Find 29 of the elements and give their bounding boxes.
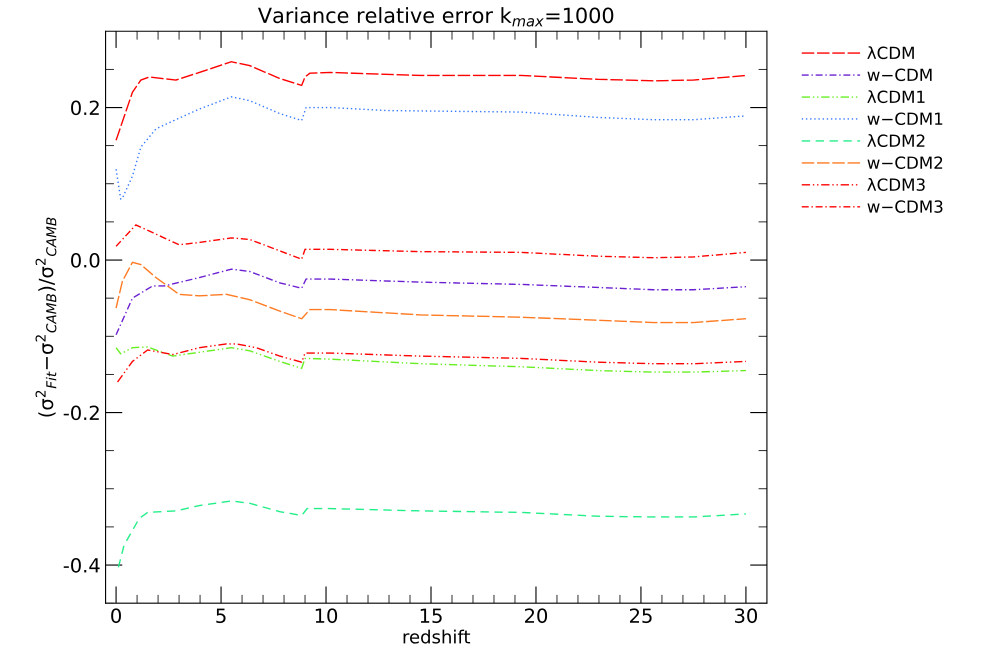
- x-axis-title: redshift: [404, 630, 470, 644]
- line-series: [118, 500, 747, 568]
- legend-label: w−CDM3: [867, 200, 942, 213]
- y-tick-label: 0.2: [71, 100, 99, 116]
- x-tick-label: 20: [525, 608, 548, 624]
- line-series: [116, 343, 747, 383]
- legend-label: λCDM1: [867, 90, 925, 104]
- legend-label: w−CDM1: [867, 112, 942, 126]
- line-series: [115, 262, 747, 324]
- text: (σ$^{2}$$_{Fit}$−σ$^{2}$$_{CAMB}$)/σ$^{2}$$_{CAMB}$: [35, 218, 56, 417]
- line-series: [115, 346, 747, 373]
- x-tick-label: 30: [735, 608, 758, 624]
- x-tick-label: 0: [111, 608, 121, 624]
- line-series: [115, 224, 747, 260]
- chart-title: Variance relative error k$_{max}$=1000: [258, 7, 614, 27]
- legend-label: w−CDM: [867, 68, 932, 82]
- y-tick-label: 0.0: [71, 252, 100, 268]
- legend-label: w−CDM2: [867, 156, 942, 169]
- x-tick-label: 15: [420, 608, 442, 624]
- legend-label: λCDM3: [867, 178, 925, 191]
- x-tick-label: 10: [316, 608, 338, 624]
- x-tick-label: 25: [630, 608, 652, 624]
- legend-label: λCDM2: [867, 134, 924, 148]
- legend-label: λCDM: [867, 46, 914, 60]
- y-tick-label: -0.4: [64, 558, 100, 573]
- line-series: [115, 268, 747, 336]
- line-series: [115, 61, 747, 141]
- x-tick-label: 5: [216, 608, 226, 624]
- y-tick-label: -0.2: [64, 405, 99, 420]
